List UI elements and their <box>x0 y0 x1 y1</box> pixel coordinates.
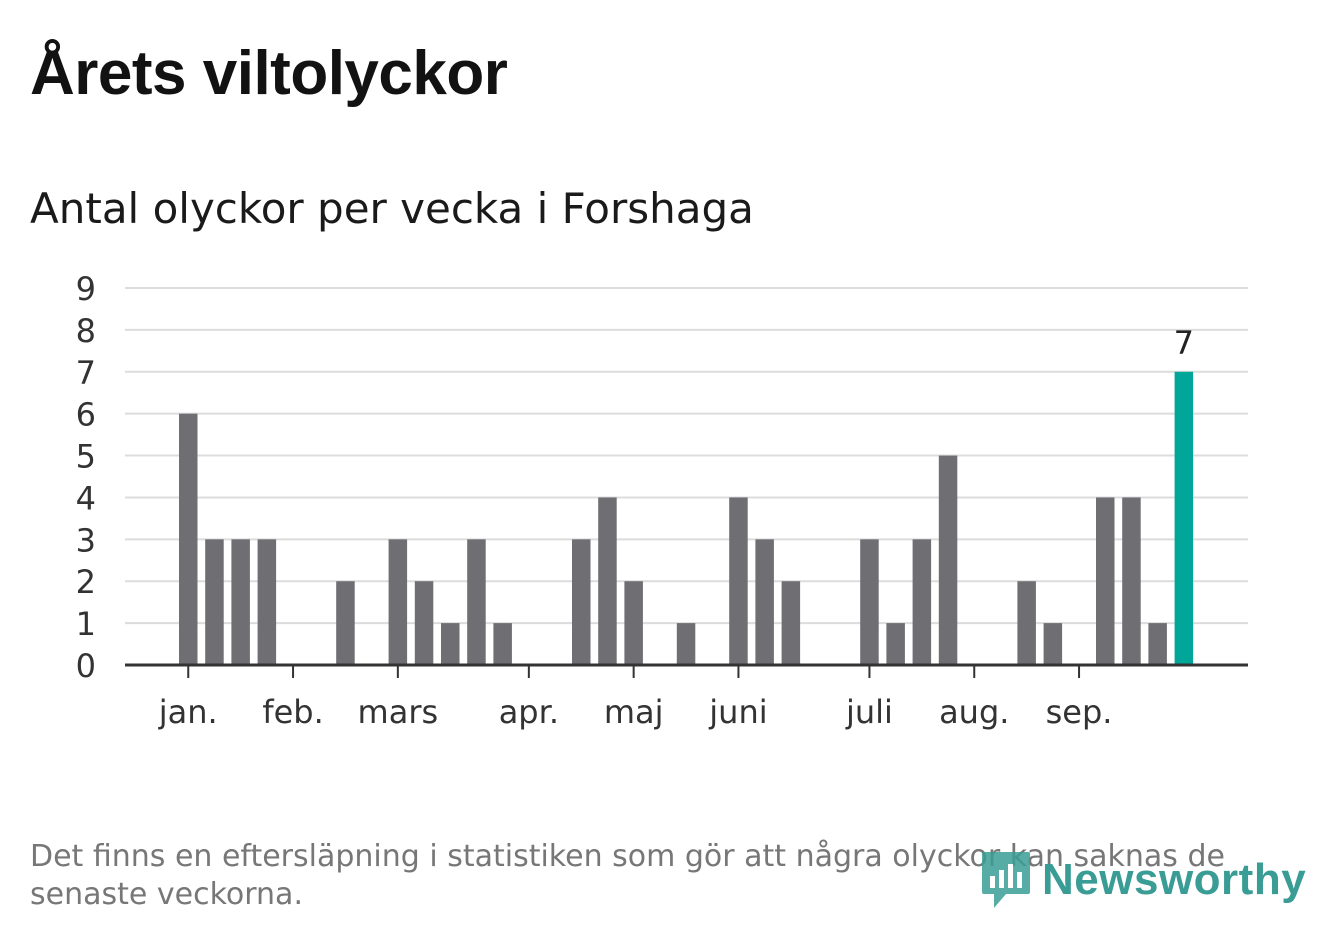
y-tick-label: 9 <box>76 270 96 308</box>
x-tick-label: maj <box>604 693 664 731</box>
bar <box>388 539 408 665</box>
brand-logo: Newsworthy <box>980 848 1306 912</box>
bars <box>179 371 1194 665</box>
bar <box>336 581 355 665</box>
bar <box>493 623 512 665</box>
newsworthy-logo-icon <box>982 852 1030 908</box>
x-tick-label: apr. <box>499 693 559 731</box>
y-tick-label: 0 <box>76 647 96 685</box>
bar <box>860 539 879 665</box>
y-tick-label: 7 <box>76 354 96 392</box>
data-labels: 7 <box>1174 324 1194 362</box>
y-tick-label: 6 <box>76 396 96 434</box>
y-tick-label: 5 <box>76 438 96 476</box>
bar <box>414 581 434 665</box>
bar <box>755 539 774 665</box>
x-tick-label: juli <box>845 693 893 731</box>
y-tick-label: 3 <box>76 521 96 559</box>
x-tick-label: sep. <box>1046 693 1113 731</box>
y-tick-label: 8 <box>76 312 96 350</box>
x-tick-label: juni <box>708 693 767 731</box>
bar <box>1043 623 1063 665</box>
brand-name: Newsworthy <box>1042 855 1307 904</box>
gridlines <box>125 287 1248 625</box>
chart-subtitle: Antal olyckor per vecka i Forshaga <box>30 184 754 233</box>
highlight-value-label: 7 <box>1174 324 1194 362</box>
bar-highlight <box>1174 371 1194 665</box>
bar <box>729 497 748 665</box>
y-axis: 0 1 2 3 45 6 7 8 9 <box>76 270 96 685</box>
x-tick-label: jan. <box>158 693 218 731</box>
bar <box>938 455 958 665</box>
x-tick-label: aug. <box>939 693 1009 731</box>
bar <box>257 539 277 665</box>
bar <box>205 539 224 665</box>
y-tick-label: 1 <box>76 605 96 643</box>
bar <box>886 623 905 665</box>
bar <box>676 623 696 665</box>
bar <box>1148 623 1167 665</box>
bar-chart: 0 1 2 3 45 6 7 8 9 jan. feb. mars apr. maj juni juli au… <box>76 270 1248 731</box>
y-tick-label: 4 <box>76 479 96 517</box>
x-axis: jan. feb. mars apr. maj juni juli aug. sep. <box>125 663 1248 731</box>
bar <box>231 539 250 665</box>
bar <box>441 623 460 665</box>
bar <box>1122 497 1141 665</box>
bar <box>598 497 617 665</box>
bar <box>912 539 932 665</box>
y-tick-label: 2 <box>76 563 96 601</box>
bar <box>1017 581 1036 665</box>
bar <box>624 581 643 665</box>
x-tick-label: mars <box>358 693 439 731</box>
x-tick-label: feb. <box>262 693 323 731</box>
bar <box>1096 497 1115 665</box>
chart-title: Årets viltolyckor <box>30 39 508 108</box>
bar <box>467 539 486 665</box>
bar <box>781 581 801 665</box>
bar <box>572 539 591 665</box>
bar <box>179 413 198 665</box>
